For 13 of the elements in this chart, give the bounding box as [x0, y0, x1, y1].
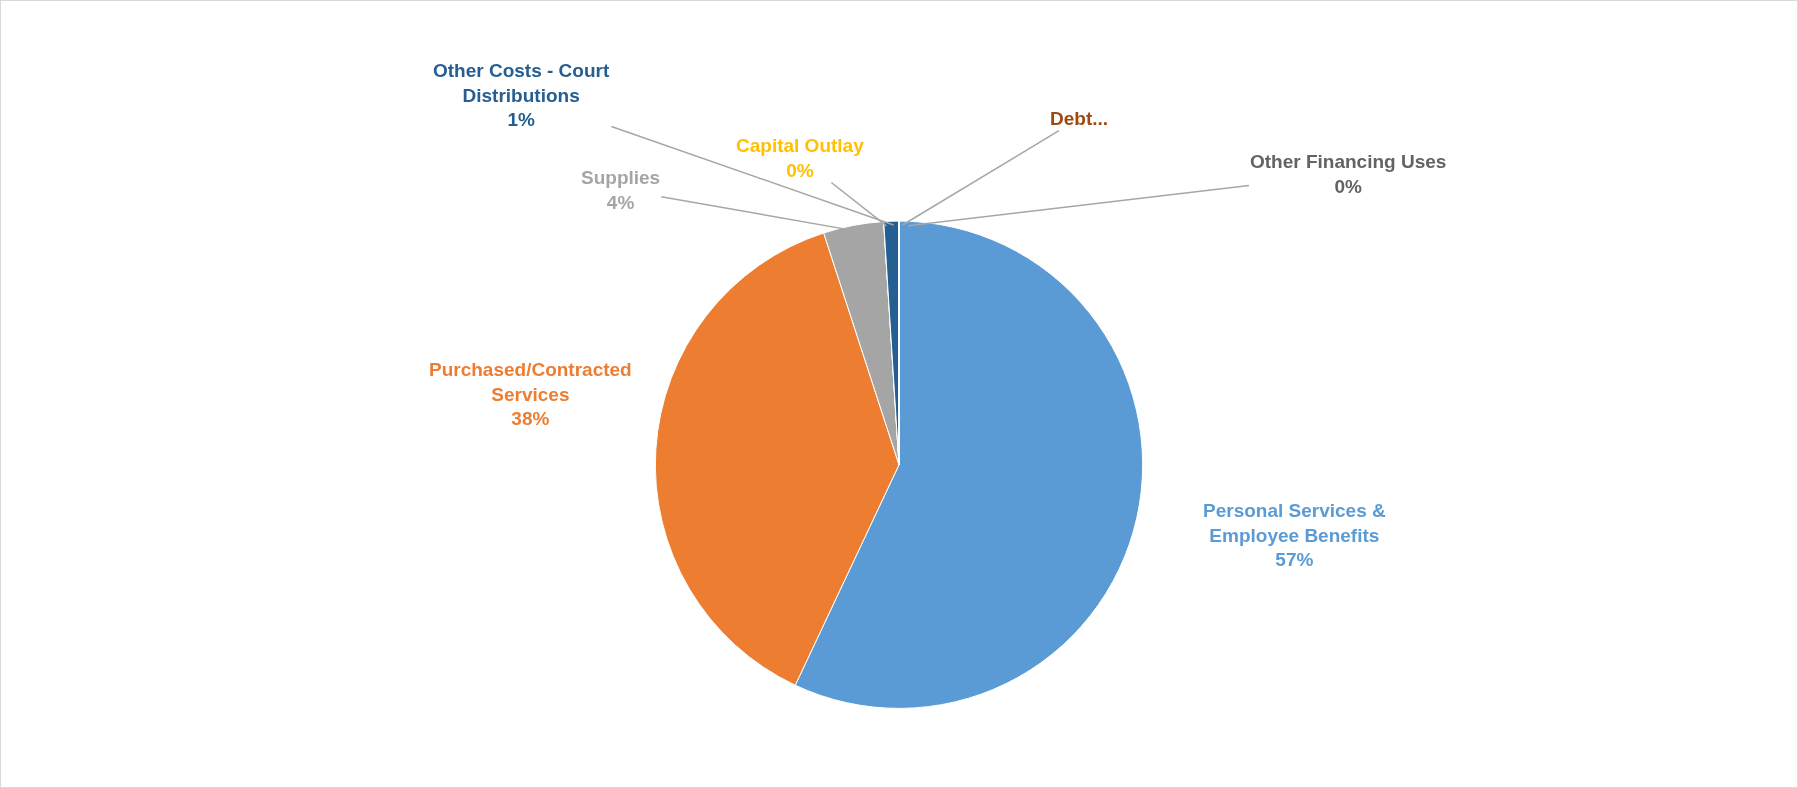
data-label: 38% [511, 408, 550, 430]
slice-label: Supplies [581, 167, 661, 188]
text: 0% [1334, 175, 1362, 197]
slice-label: Purchased/Contracted Services [429, 359, 632, 405]
data-label: 1% [507, 109, 535, 131]
category-label: Capital Outlay [736, 135, 864, 156]
category-label: Debt... [1050, 108, 1109, 129]
slice-label: Personal Services & Employee Benefits [1203, 500, 1386, 546]
data-label: 57% [1275, 549, 1314, 571]
text: 0% [786, 159, 814, 181]
category-label: Other Financing Uses [1250, 151, 1447, 172]
slice-label: Other Costs - Court Distributions [433, 60, 610, 106]
data-label: 4% [606, 191, 635, 213]
